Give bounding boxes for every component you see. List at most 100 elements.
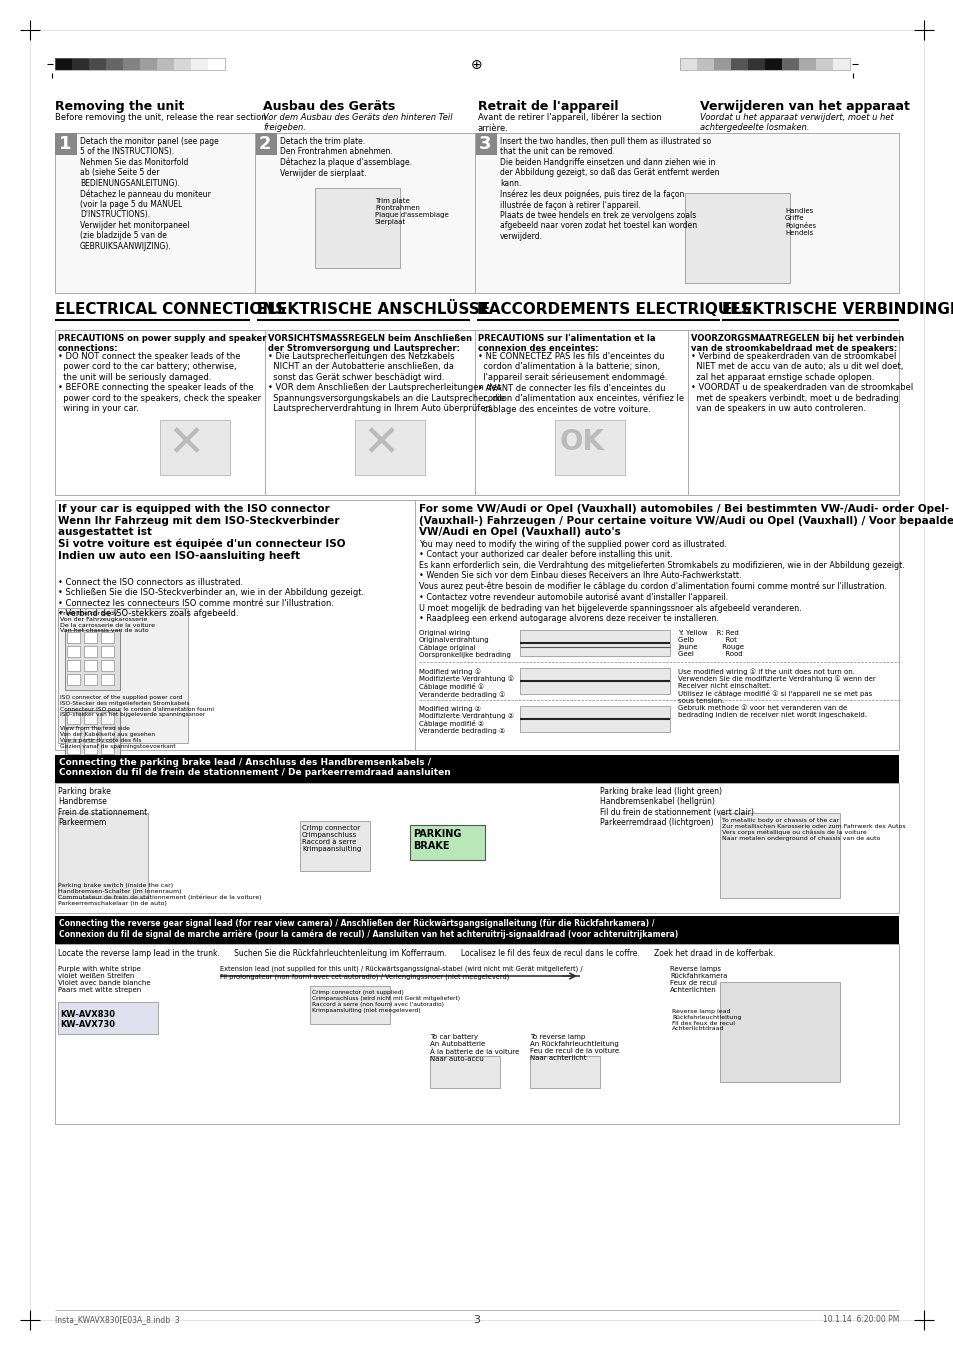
Bar — [764, 58, 781, 70]
Bar — [720, 813, 840, 898]
Bar — [55, 134, 898, 293]
Bar — [67, 711, 80, 724]
Bar — [55, 58, 71, 70]
Bar — [58, 813, 148, 898]
Bar — [67, 660, 80, 671]
Bar — [123, 58, 140, 70]
Text: Extension lead (not supplied for this unit) / Rückwärtsgangssignal-stabel (wird : Extension lead (not supplied for this un… — [220, 967, 582, 980]
Text: VORSICHTSMASSREGELN beim Anschließen
der Stromversorgung und Lautsprecher:: VORSICHTSMASSREGELN beim Anschließen der… — [268, 333, 472, 354]
Text: OK: OK — [559, 428, 604, 456]
Text: Insert the two handles, then pull them as illustrated so
that the unit can be re: Insert the two handles, then pull them a… — [499, 136, 719, 240]
Bar — [55, 755, 898, 783]
Text: Crimp connector
Crimpanschluss
Raccord à serre
Krimpaansluiting: Crimp connector Crimpanschluss Raccord à… — [302, 825, 361, 852]
Bar — [71, 58, 89, 70]
Bar — [697, 58, 713, 70]
Bar — [157, 58, 173, 70]
Text: Parking brake switch (inside the car)
Handbremsen-Schalter (im Innenraum)
Commut: Parking brake switch (inside the car) Ha… — [58, 883, 261, 906]
Text: RACCORDEMENTS ELECTRIQUES: RACCORDEMENTS ELECTRIQUES — [476, 302, 751, 317]
Bar — [684, 193, 789, 284]
Text: 1: 1 — [59, 135, 71, 153]
Bar — [101, 743, 113, 755]
Text: • Verbind de speakerdraden van de stroomkabel
  NIET met de accu van de auto; al: • Verbind de speakerdraden van de stroom… — [690, 352, 912, 413]
Bar — [832, 58, 849, 70]
Text: PRECAUTIONS sur l'alimentation et la
connexion des enceintes:: PRECAUTIONS sur l'alimentation et la con… — [477, 333, 655, 354]
Bar — [55, 500, 898, 751]
Bar — [84, 674, 97, 684]
Text: ✕: ✕ — [167, 423, 204, 464]
Text: Crimp connector (not supplied)
Crimpanschluss (wird nicht mit Gerät mitgeliefert: Crimp connector (not supplied) Crimpansc… — [312, 990, 459, 1012]
Text: Before removing the unit, release the rear section.: Before removing the unit, release the re… — [55, 113, 269, 122]
Bar — [430, 1056, 499, 1088]
Bar — [67, 728, 80, 738]
Bar — [65, 630, 120, 690]
Text: Verwijderen van het apparaat: Verwijderen van het apparaat — [700, 100, 909, 113]
Text: Modified wiring ①
Modifizierte Verdrahtung ①
Câblage modifié ①
Veranderde bedrad: Modified wiring ① Modifizierte Verdrahtu… — [418, 668, 514, 698]
Bar — [208, 58, 225, 70]
Bar — [140, 58, 157, 70]
Text: ⊕: ⊕ — [471, 58, 482, 72]
Bar — [355, 420, 424, 475]
Bar — [58, 1002, 158, 1034]
Bar — [55, 917, 898, 944]
Bar — [55, 134, 77, 155]
Text: KW-AVX730: KW-AVX730 — [60, 1021, 115, 1029]
Bar — [55, 58, 225, 70]
Bar — [67, 743, 80, 755]
Text: Parking brake
Handbremse
Frein de stationnement
Parkeermem: Parking brake Handbremse Frein de statio… — [58, 787, 147, 828]
Bar — [314, 188, 399, 269]
Text: Locate the reverse lamp lead in the trunk.      Suchen Sie die Rückfahrleuchtenl: Locate the reverse lamp lead in the trun… — [58, 949, 775, 958]
Bar — [191, 58, 208, 70]
Text: Detach the monitor panel (see page
5 of the INSTRUCTIONS).
Nehmen Sie das Monito: Detach the monitor panel (see page 5 of … — [80, 136, 218, 251]
Bar — [101, 674, 113, 684]
Bar — [67, 674, 80, 684]
Text: Retrait de l'appareil: Retrait de l'appareil — [477, 100, 618, 113]
Bar — [519, 706, 669, 732]
Bar — [299, 821, 370, 871]
Text: PARKING
BRAKE: PARKING BRAKE — [413, 829, 461, 850]
Text: • Die Lautsprecherleitungen des Netzkabels
  NICHT an der Autobatterie anschließ: • Die Lautsprecherleitungen des Netzkabe… — [268, 352, 504, 413]
Text: Vor dem Ausbau des Geräts den hinteren Teil
freigeben.: Vor dem Ausbau des Geräts den hinteren T… — [263, 113, 452, 132]
Text: Reverse lamp lead
Rückfahrleuchtleitung
Fil des feux de recul
Achterlichtdraad: Reverse lamp lead Rückfahrleuchtleitung … — [671, 1008, 740, 1031]
Text: To metallic body or chassis of the car
Zur metallischen Karosserie oder zum Fahr: To metallic body or chassis of the car Z… — [721, 818, 904, 841]
Bar — [84, 728, 97, 738]
Bar — [84, 647, 97, 657]
Bar — [799, 58, 815, 70]
Text: Connecting the parking brake lead / Anschluss des Handbremsenkabels /
Connexion : Connecting the parking brake lead / Ansc… — [59, 757, 450, 778]
Bar — [679, 58, 697, 70]
Bar — [65, 710, 120, 760]
Bar — [519, 630, 669, 656]
Bar — [679, 58, 849, 70]
Text: • NE CONNECTEZ PAS les fils d'enceintes du
  cordon d'alimentation à la batterie: • NE CONNECTEZ PAS les fils d'enceintes … — [477, 352, 683, 413]
Bar — [781, 58, 799, 70]
Text: Voordat u het apparaat verwijdert, moet u het
achtergedeelte losmaken.: Voordat u het apparaat verwijdert, moet … — [700, 113, 893, 132]
Text: For some VW/Audi or Opel (Vauxhall) automobiles / Bei bestimmten VW-/Audi- order: For some VW/Audi or Opel (Vauxhall) auto… — [418, 504, 953, 537]
Text: VOORZORGSMAATREGELEN bij het verbinden
van de stroomkabeldraad met de speakers:: VOORZORGSMAATREGELEN bij het verbinden v… — [690, 333, 903, 354]
Bar — [67, 647, 80, 657]
Text: Reverse lamps
Rückfahrkamera
Feux de recul
Achterlichten: Reverse lamps Rückfahrkamera Feux de rec… — [669, 967, 726, 994]
Text: Y: Yellow    R: Red
Gelb              Rot
Jaune           Rouge
Geel            : Y: Yellow R: Red Gelb Rot Jaune Rouge Ge… — [678, 630, 743, 657]
Bar — [58, 608, 188, 742]
Text: Handles
Griffe
Poignées
Hendels: Handles Griffe Poignées Hendels — [784, 208, 815, 236]
Bar — [55, 329, 898, 495]
Text: Ausbau des Geräts: Ausbau des Geräts — [263, 100, 395, 113]
Bar — [519, 668, 669, 694]
Bar — [101, 632, 113, 643]
Text: Trim plate
Frontrahmen
Plaque d'assemblage
Sierplaat: Trim plate Frontrahmen Plaque d'assembla… — [375, 198, 448, 225]
Text: ELECTRICAL CONNECTIONS: ELECTRICAL CONNECTIONS — [55, 302, 286, 317]
Text: Insta_KWAVX830[E03A_8.indb  3: Insta_KWAVX830[E03A_8.indb 3 — [55, 1315, 179, 1324]
Bar — [720, 981, 840, 1081]
Bar — [55, 783, 898, 913]
Text: Removing the unit: Removing the unit — [55, 100, 184, 113]
Bar — [106, 58, 123, 70]
Text: ✕: ✕ — [361, 423, 399, 464]
Bar — [84, 632, 97, 643]
Text: • Connect the ISO connectors as illustrated.
• Schließen Sie die ISO-Steckverbin: • Connect the ISO connectors as illustra… — [58, 578, 364, 618]
Bar — [101, 711, 113, 724]
Text: View from the lead side
Von der Kabelseite aus gesehen
Vue à partir du côté des : View from the lead side Von der Kabelsei… — [60, 726, 175, 749]
Bar — [84, 660, 97, 671]
Bar — [730, 58, 747, 70]
Text: You may need to modify the wiring of the supplied power cord as illustrated.
• C: You may need to modify the wiring of the… — [418, 540, 903, 622]
Text: PRECAUTIONS on power supply and speaker
connections:: PRECAUTIONS on power supply and speaker … — [58, 333, 266, 354]
Text: ELEKTRISCHE ANSCHLÜSSE: ELEKTRISCHE ANSCHLÜSSE — [256, 302, 490, 317]
Bar — [67, 632, 80, 643]
